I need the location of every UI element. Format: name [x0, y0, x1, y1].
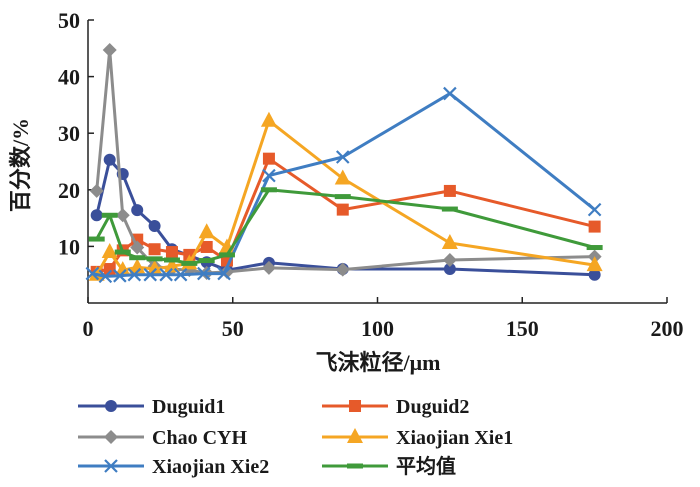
- data-point: [165, 246, 178, 259]
- data-point: [200, 240, 213, 253]
- data-point: [586, 245, 603, 251]
- data-point: [443, 86, 457, 101]
- data-point: [334, 169, 351, 185]
- legend-label: Xiaojian Xie2: [152, 456, 269, 478]
- data-point: [143, 267, 158, 282]
- data-point: [148, 243, 161, 256]
- data-point: [198, 223, 215, 239]
- data-point: [115, 208, 130, 223]
- data-point: [129, 255, 146, 261]
- series-平均值: [88, 187, 603, 266]
- data-point: [89, 183, 104, 198]
- data-point: [90, 209, 103, 222]
- legend-marker: [347, 463, 363, 469]
- data-point: [335, 150, 350, 164]
- data-point: [441, 206, 458, 212]
- x-tick-label: 150: [506, 316, 539, 341]
- data-point: [443, 184, 456, 197]
- data-point: [334, 194, 351, 200]
- series-chao-cyh: [89, 42, 602, 281]
- data-point: [443, 263, 456, 276]
- data-point: [163, 257, 180, 263]
- series-xiaojian-xie2: [85, 86, 602, 284]
- legend-item: Chao CYH: [78, 427, 247, 449]
- data-point: [129, 258, 146, 274]
- series-layer: [85, 42, 603, 284]
- data-point: [130, 240, 145, 255]
- data-point: [181, 260, 198, 266]
- data-point: [131, 204, 144, 217]
- y-tick-label: 10: [58, 234, 80, 259]
- data-point: [586, 256, 603, 272]
- legend: Duguid1 Duguid2 Chao CYH Xiaojian Xie1 Xiaoj…: [78, 396, 513, 478]
- data-point: [159, 267, 173, 282]
- data-point: [101, 243, 118, 259]
- data-point: [114, 261, 131, 277]
- data-point: [262, 168, 276, 183]
- axes: 0 50 100 150 200 10 20 30 40 50: [58, 8, 684, 341]
- data-point: [218, 252, 235, 258]
- y-tick-label: 50: [58, 8, 80, 33]
- data-point: [102, 42, 117, 57]
- data-point: [103, 153, 116, 166]
- data-point: [127, 267, 142, 282]
- series-line: [95, 48, 595, 275]
- x-tick-label: 200: [651, 316, 684, 341]
- y-tick-label: 40: [58, 65, 80, 90]
- legend-item: Duguid1: [78, 396, 225, 418]
- data-point: [148, 220, 161, 233]
- data-point: [588, 268, 601, 281]
- data-point: [113, 269, 127, 283]
- legend-item: Xiaojian Xie2: [78, 456, 269, 478]
- data-point: [103, 263, 116, 276]
- data-point: [217, 266, 231, 281]
- data-point: [146, 260, 163, 276]
- legend-label: Chao CYH: [152, 427, 247, 449]
- x-tick-label: 50: [222, 316, 244, 341]
- data-point: [261, 260, 276, 275]
- data-point: [260, 187, 277, 193]
- legend-marker: [104, 430, 118, 444]
- legend-label: Xiaojian Xie1: [396, 427, 513, 449]
- legend-label: Duguid2: [396, 396, 469, 418]
- data-point: [441, 234, 458, 250]
- data-point: [98, 269, 113, 284]
- legend-marker: [347, 428, 363, 443]
- data-point: [146, 256, 163, 262]
- data-point: [335, 262, 350, 277]
- data-point: [173, 267, 188, 282]
- y-tick-label: 20: [58, 178, 80, 203]
- legend-marker: [349, 400, 361, 412]
- x-tick-label: 100: [361, 316, 394, 341]
- legend-item: Duguid2: [322, 396, 469, 418]
- data-point: [101, 212, 118, 218]
- data-point: [220, 254, 233, 267]
- data-point: [197, 266, 211, 281]
- legend-label: Duguid1: [152, 396, 225, 418]
- x-tick-label: 0: [83, 316, 94, 341]
- legend-marker: [105, 400, 117, 412]
- data-point: [336, 203, 349, 216]
- data-point: [588, 220, 601, 233]
- legend-item: 平均值: [322, 454, 456, 478]
- x-axis-title: 飞沫粒径/μm: [316, 350, 441, 375]
- y-axis-title: 百分数/%: [8, 118, 33, 212]
- y-tick-label: 30: [58, 121, 80, 146]
- data-point: [260, 111, 277, 127]
- data-point: [442, 252, 457, 267]
- data-point: [587, 202, 602, 217]
- data-point: [85, 266, 100, 281]
- legend-label: 平均值: [396, 454, 456, 478]
- legend-marker: [104, 459, 118, 473]
- data-point: [198, 258, 215, 264]
- legend-item: Xiaojian Xie1: [322, 427, 513, 449]
- data-point: [262, 152, 275, 165]
- data-point: [88, 236, 105, 242]
- data-point: [114, 249, 131, 255]
